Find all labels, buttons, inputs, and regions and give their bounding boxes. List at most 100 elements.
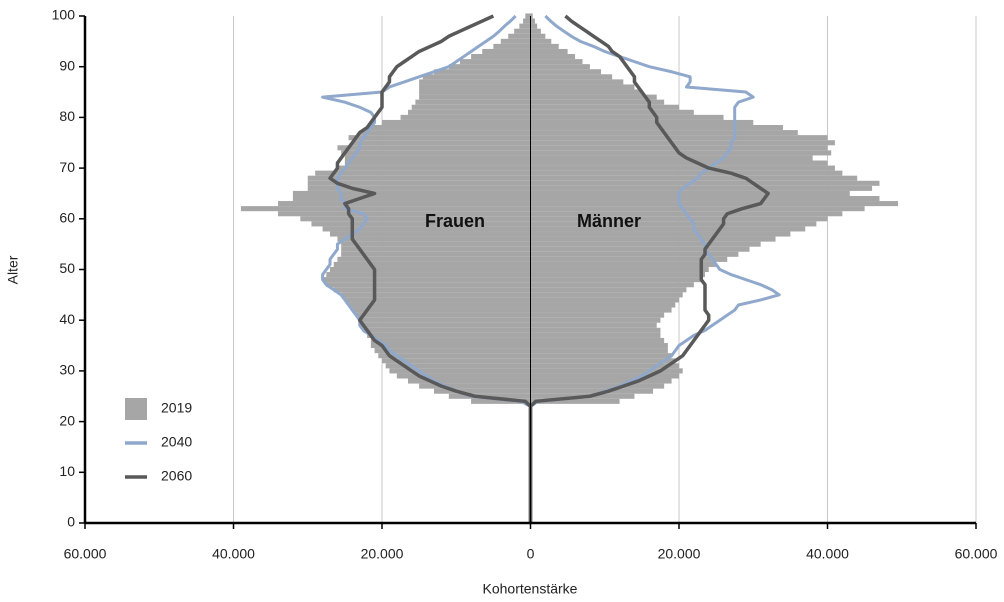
bar [530, 272, 705, 278]
bar [530, 241, 761, 247]
bar [389, 368, 531, 374]
bar [530, 109, 694, 115]
y-tick-label: 40 [59, 311, 75, 327]
x-tick-label: 40.000 [806, 546, 849, 562]
bar [359, 130, 531, 136]
bar [382, 358, 531, 364]
bar [530, 368, 683, 374]
bar [530, 231, 791, 237]
bar [493, 43, 531, 49]
bar [341, 241, 531, 247]
bar [530, 343, 668, 349]
bar [530, 145, 828, 151]
y-tick-label: 90 [59, 57, 75, 73]
bar [344, 297, 531, 303]
bar [415, 99, 531, 105]
bar [530, 28, 541, 34]
y-tick-label: 80 [59, 108, 75, 124]
bar [448, 64, 531, 70]
bar [530, 246, 750, 252]
bar [363, 327, 531, 333]
x-tick-label: 0 [527, 546, 535, 562]
bar [530, 64, 590, 70]
bar [400, 114, 531, 120]
bar [352, 307, 531, 313]
bar [530, 160, 828, 166]
bar [422, 74, 531, 80]
bar [278, 201, 531, 207]
bar [471, 54, 531, 60]
bar [530, 104, 679, 110]
bar [530, 261, 717, 267]
bar [359, 322, 531, 328]
bar [523, 18, 531, 24]
bar [530, 69, 602, 75]
bar [530, 206, 865, 212]
bar [530, 125, 783, 131]
bar [530, 94, 657, 100]
bar [530, 332, 661, 338]
bar [530, 38, 552, 44]
bar [356, 312, 531, 318]
bar [300, 216, 531, 222]
bar [337, 145, 531, 151]
bar [292, 190, 531, 196]
bar [530, 216, 828, 222]
bar [530, 23, 538, 29]
bar [341, 251, 531, 257]
bar [530, 13, 533, 19]
bar [341, 150, 531, 156]
x-tick-label: 40.000 [212, 546, 255, 562]
bar [530, 302, 676, 308]
bar [352, 140, 531, 146]
bar [530, 373, 679, 379]
bar [530, 79, 624, 85]
bar [530, 348, 668, 354]
y-tick-label: 70 [59, 159, 75, 175]
y-tick-label: 0 [67, 514, 75, 530]
bar [344, 160, 531, 166]
bar [333, 287, 531, 293]
legend-label: 2040 [161, 434, 192, 450]
bar [344, 155, 531, 161]
bar [530, 54, 576, 60]
bar [530, 312, 665, 318]
bar [530, 155, 813, 161]
bar [419, 94, 531, 100]
legend-swatch [125, 398, 147, 420]
bar [407, 378, 531, 384]
y-tick-label: 20 [59, 412, 75, 428]
bar [378, 353, 531, 359]
bar [508, 33, 531, 39]
bar [315, 170, 531, 176]
bar [525, 13, 531, 19]
bar [530, 201, 899, 207]
bar [530, 256, 728, 262]
bar [433, 388, 531, 394]
x-tick-label: 20.000 [658, 546, 701, 562]
bar [530, 48, 568, 55]
bar [330, 266, 531, 273]
bar [341, 292, 531, 298]
bar [370, 337, 531, 344]
bar [530, 135, 828, 141]
bar [311, 221, 531, 227]
bar [530, 287, 687, 293]
bar [530, 358, 676, 364]
bar [326, 282, 531, 288]
bar [530, 353, 672, 359]
bar [530, 195, 880, 202]
bar [471, 398, 531, 404]
legend-label: 2060 [161, 468, 192, 484]
bar [348, 135, 531, 141]
bar [326, 272, 531, 278]
bar [385, 363, 531, 369]
y-tick-label: 10 [59, 463, 75, 479]
bar [330, 231, 531, 237]
bar [530, 119, 754, 126]
bar [359, 317, 531, 323]
legend-label: 2019 [161, 400, 192, 416]
bar [337, 256, 531, 262]
bar [530, 282, 694, 288]
bar [419, 89, 531, 95]
